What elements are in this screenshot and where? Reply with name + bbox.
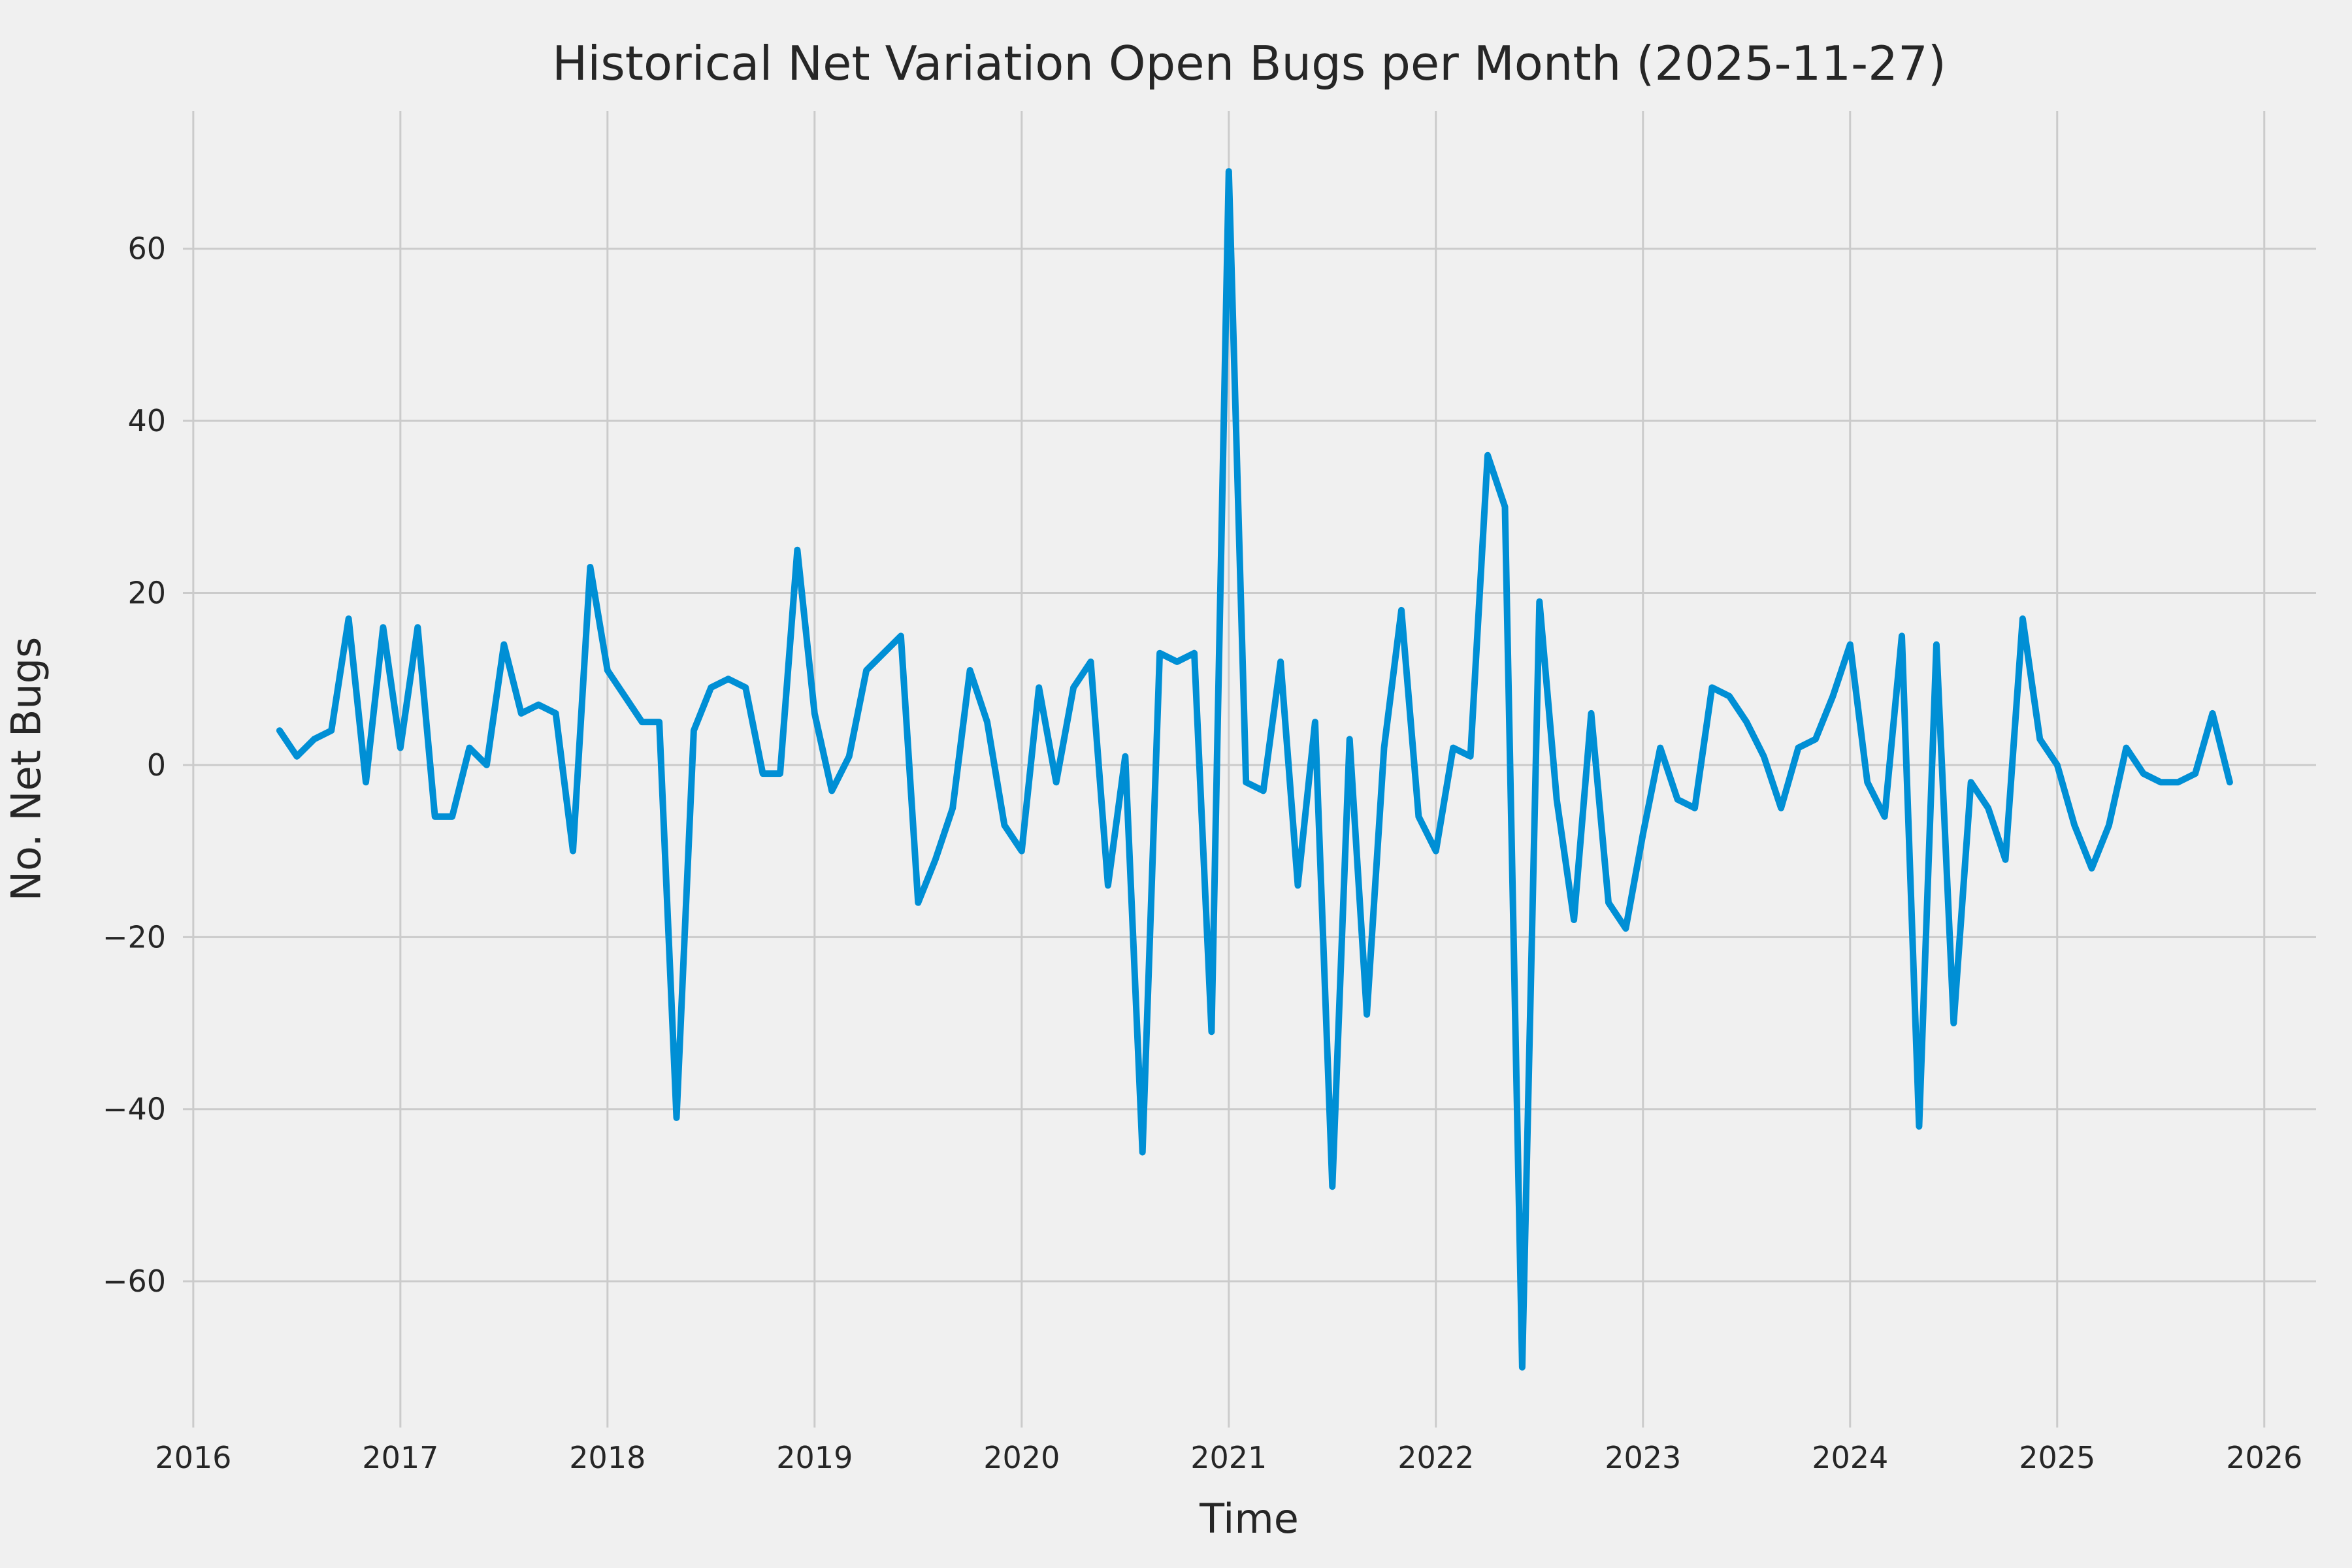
x-axis-label: Time bbox=[1200, 1495, 1299, 1543]
y-tick-label: 60 bbox=[127, 231, 166, 267]
x-tick-label: 2026 bbox=[2226, 1440, 2302, 1475]
y-tick-label: 0 bbox=[147, 747, 166, 783]
x-tick-label: 2018 bbox=[569, 1440, 645, 1475]
x-tick-label: 2020 bbox=[983, 1440, 1060, 1475]
x-tick-label: 2023 bbox=[1605, 1440, 1681, 1475]
y-tick-label: −20 bbox=[103, 919, 166, 955]
y-axis-label: No. Net Bugs bbox=[2, 636, 50, 902]
x-tick-label: 2017 bbox=[362, 1440, 438, 1475]
x-tick-label: 2021 bbox=[1190, 1440, 1267, 1475]
y-tick-label: −60 bbox=[103, 1264, 166, 1299]
x-tick-label: 2025 bbox=[2019, 1440, 2095, 1475]
y-tick-label: −40 bbox=[103, 1092, 166, 1127]
data-line bbox=[276, 168, 2233, 1371]
x-tick-label: 2022 bbox=[1397, 1440, 1474, 1475]
x-tick-label: 2019 bbox=[776, 1440, 853, 1475]
y-tick-label: 40 bbox=[127, 403, 166, 438]
y-tick-label: 20 bbox=[127, 576, 166, 611]
x-tick-label: 2016 bbox=[155, 1440, 231, 1475]
x-tick-label: 2024 bbox=[1812, 1440, 1888, 1475]
chart-title: Historical Net Variation Open Bugs per M… bbox=[552, 36, 1946, 91]
